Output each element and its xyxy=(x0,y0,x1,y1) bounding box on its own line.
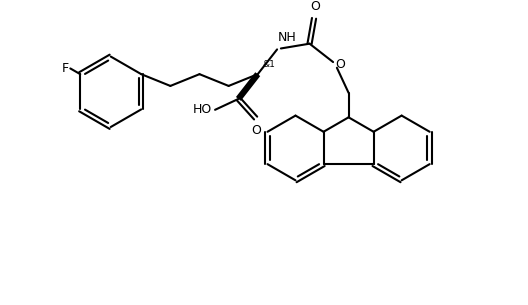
Text: &1: &1 xyxy=(262,60,276,70)
Text: NH: NH xyxy=(278,31,297,44)
Text: F: F xyxy=(61,62,69,75)
Text: HO: HO xyxy=(193,103,212,116)
Text: O: O xyxy=(335,59,345,71)
Text: O: O xyxy=(252,124,261,137)
Text: O: O xyxy=(310,0,320,13)
